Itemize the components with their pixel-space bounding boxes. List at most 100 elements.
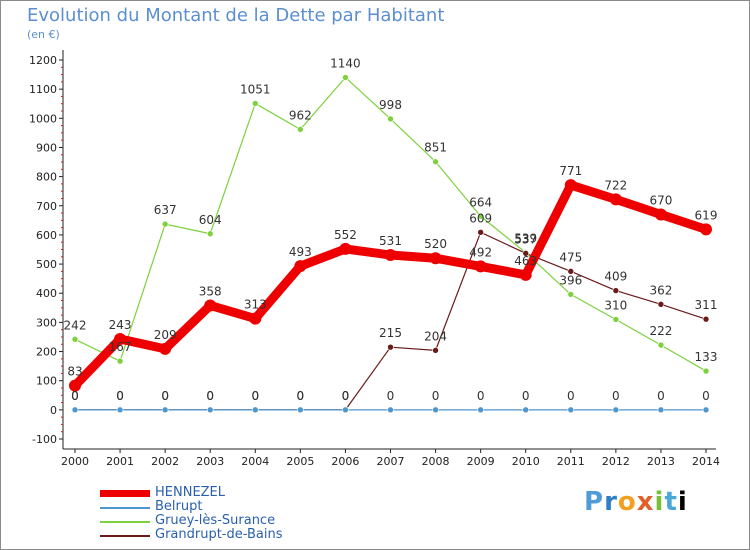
data-point — [474, 260, 487, 273]
data-point — [702, 367, 710, 375]
data-label: 520 — [424, 237, 447, 251]
data-label: 0 — [567, 389, 575, 403]
data-point — [342, 74, 349, 81]
data-label: 0 — [477, 389, 485, 403]
data-point — [342, 406, 349, 414]
y-tick-label: 500 — [36, 258, 57, 271]
x-tick-label: 2001 — [106, 455, 134, 468]
data-label: 0 — [71, 389, 79, 403]
legend-label-hennezel: HENNEZEL — [155, 485, 226, 500]
data-point — [114, 333, 127, 346]
x-tick-label: 2005 — [286, 455, 314, 468]
legend-swatch-belrupt — [100, 507, 150, 509]
data-label: 396 — [559, 273, 582, 287]
data-label: 492 — [469, 245, 492, 259]
data-point — [654, 208, 667, 221]
data-label: 463 — [514, 254, 537, 268]
data-point — [69, 379, 81, 392]
data-point — [429, 252, 442, 265]
data-point — [71, 406, 79, 414]
y-tick-label: 0 — [50, 404, 57, 417]
data-point — [161, 406, 169, 414]
data-label: 0 — [71, 389, 79, 403]
legend-swatch-hennezel — [100, 490, 150, 497]
legend-label-grandrupt: Grandrupt-de-Bains — [155, 527, 283, 542]
data-point — [387, 343, 394, 351]
data-point — [297, 126, 304, 133]
data-point — [657, 406, 665, 414]
data-label: 0 — [387, 389, 395, 403]
data-point — [387, 406, 394, 414]
data-label: 0 — [116, 389, 124, 403]
x-tick-label: 2003 — [196, 455, 224, 468]
y-tick-label: -100 — [32, 433, 57, 446]
data-point — [612, 406, 620, 414]
data-label: 1051 — [240, 82, 271, 96]
data-point — [116, 406, 124, 414]
data-label: 0 — [297, 389, 305, 403]
data-label: 475 — [559, 250, 582, 264]
data-point — [159, 342, 172, 355]
data-label: 409 — [604, 270, 627, 284]
y-tick-label: 700 — [36, 200, 57, 213]
data-label: 0 — [251, 389, 259, 403]
data-label: 664 — [469, 195, 492, 209]
y-tick-label: 900 — [36, 141, 57, 154]
data-label: 0 — [161, 389, 169, 403]
legend-swatch-grandrupt — [100, 535, 150, 537]
data-point — [297, 406, 304, 414]
x-tick-label: 2012 — [602, 455, 630, 468]
data-point — [249, 312, 262, 325]
data-label: 0 — [116, 389, 124, 403]
data-point — [612, 287, 620, 294]
legend-item-gruey: Gruey-lès-Surance — [100, 513, 360, 528]
data-point — [477, 228, 484, 236]
y-tick-label: 200 — [36, 346, 57, 359]
y-tick-label: 100 — [36, 375, 57, 388]
data-label: 619 — [695, 208, 718, 222]
data-label: 771 — [559, 164, 582, 178]
data-label: 311 — [695, 298, 718, 312]
data-point — [206, 406, 214, 414]
data-label: 222 — [649, 324, 672, 338]
data-label: 0 — [612, 389, 620, 403]
data-point — [251, 406, 259, 414]
data-point — [206, 230, 214, 238]
x-tick-label: 2014 — [692, 455, 720, 468]
legend-item-hennezel: HENNEZEL — [100, 485, 360, 500]
data-point — [657, 301, 665, 308]
data-label: 0 — [657, 389, 665, 403]
data-label: 0 — [251, 389, 259, 403]
chart-title: Evolution du Montant de la Dette par Hab… — [27, 5, 445, 26]
data-label: 609 — [469, 211, 492, 225]
data-label: 362 — [649, 283, 672, 297]
data-label: 313 — [244, 298, 267, 312]
data-point — [522, 249, 530, 257]
data-point — [387, 115, 394, 123]
data-point — [432, 347, 439, 354]
data-label: 0 — [342, 389, 350, 403]
data-label: 243 — [109, 318, 132, 332]
data-label: 133 — [695, 350, 718, 364]
x-tick-label: 2006 — [331, 455, 359, 468]
data-label: 722 — [604, 178, 627, 192]
data-point — [161, 220, 169, 228]
x-tick-label: 2010 — [512, 455, 540, 468]
data-label: 358 — [199, 284, 222, 298]
data-point — [567, 291, 575, 298]
legend-swatch-gruey — [100, 521, 150, 523]
data-label: 0 — [297, 389, 305, 403]
x-tick-label: 2002 — [151, 455, 179, 468]
data-point — [612, 316, 620, 323]
data-point — [657, 341, 665, 349]
data-label: 0 — [342, 389, 350, 403]
y-tick-label: 1000 — [29, 112, 57, 125]
data-label: 310 — [604, 298, 627, 312]
data-point — [567, 268, 575, 275]
y-tick-label: 1100 — [29, 83, 57, 96]
x-tick-label: 2008 — [422, 455, 450, 468]
legend-item-grandrupt: Grandrupt-de-Bains — [100, 527, 360, 542]
data-label: 1140 — [330, 56, 361, 70]
data-label: 537 — [514, 232, 537, 246]
